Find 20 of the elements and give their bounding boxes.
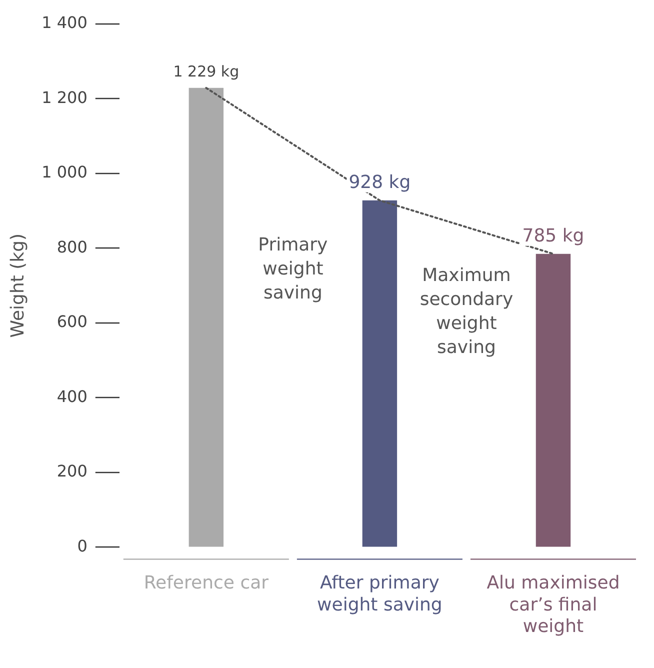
y-tick-label: 0 [77, 536, 88, 556]
bar [188, 88, 224, 547]
annotation: Maximum secondary weight saving [420, 265, 514, 358]
x-tick-label: Alu maximised car’s final weight [486, 572, 620, 637]
data-label: 928 kg [348, 172, 411, 194]
data-label: 785 kg [522, 226, 584, 247]
y-tick-label: 1 000 [42, 162, 88, 182]
y-tick-label: 600 [56, 312, 88, 332]
x-tick-label: After primary weight saving [317, 572, 442, 616]
y-tick-label: 800 [56, 237, 88, 256]
x-tick-label: Reference car [144, 572, 270, 594]
y-tick-label: 1 200 [42, 88, 88, 107]
bar [362, 200, 398, 547]
y-tick-label: 1 400 [42, 13, 88, 32]
bar [536, 254, 571, 547]
y-tick-label: 400 [56, 386, 88, 406]
y-tick-label: 200 [56, 462, 88, 481]
annotation: Primary weight saving [258, 234, 328, 304]
data-label: 1 229 kg [173, 62, 240, 80]
y-axis-title: Weight (kg) [7, 233, 28, 338]
